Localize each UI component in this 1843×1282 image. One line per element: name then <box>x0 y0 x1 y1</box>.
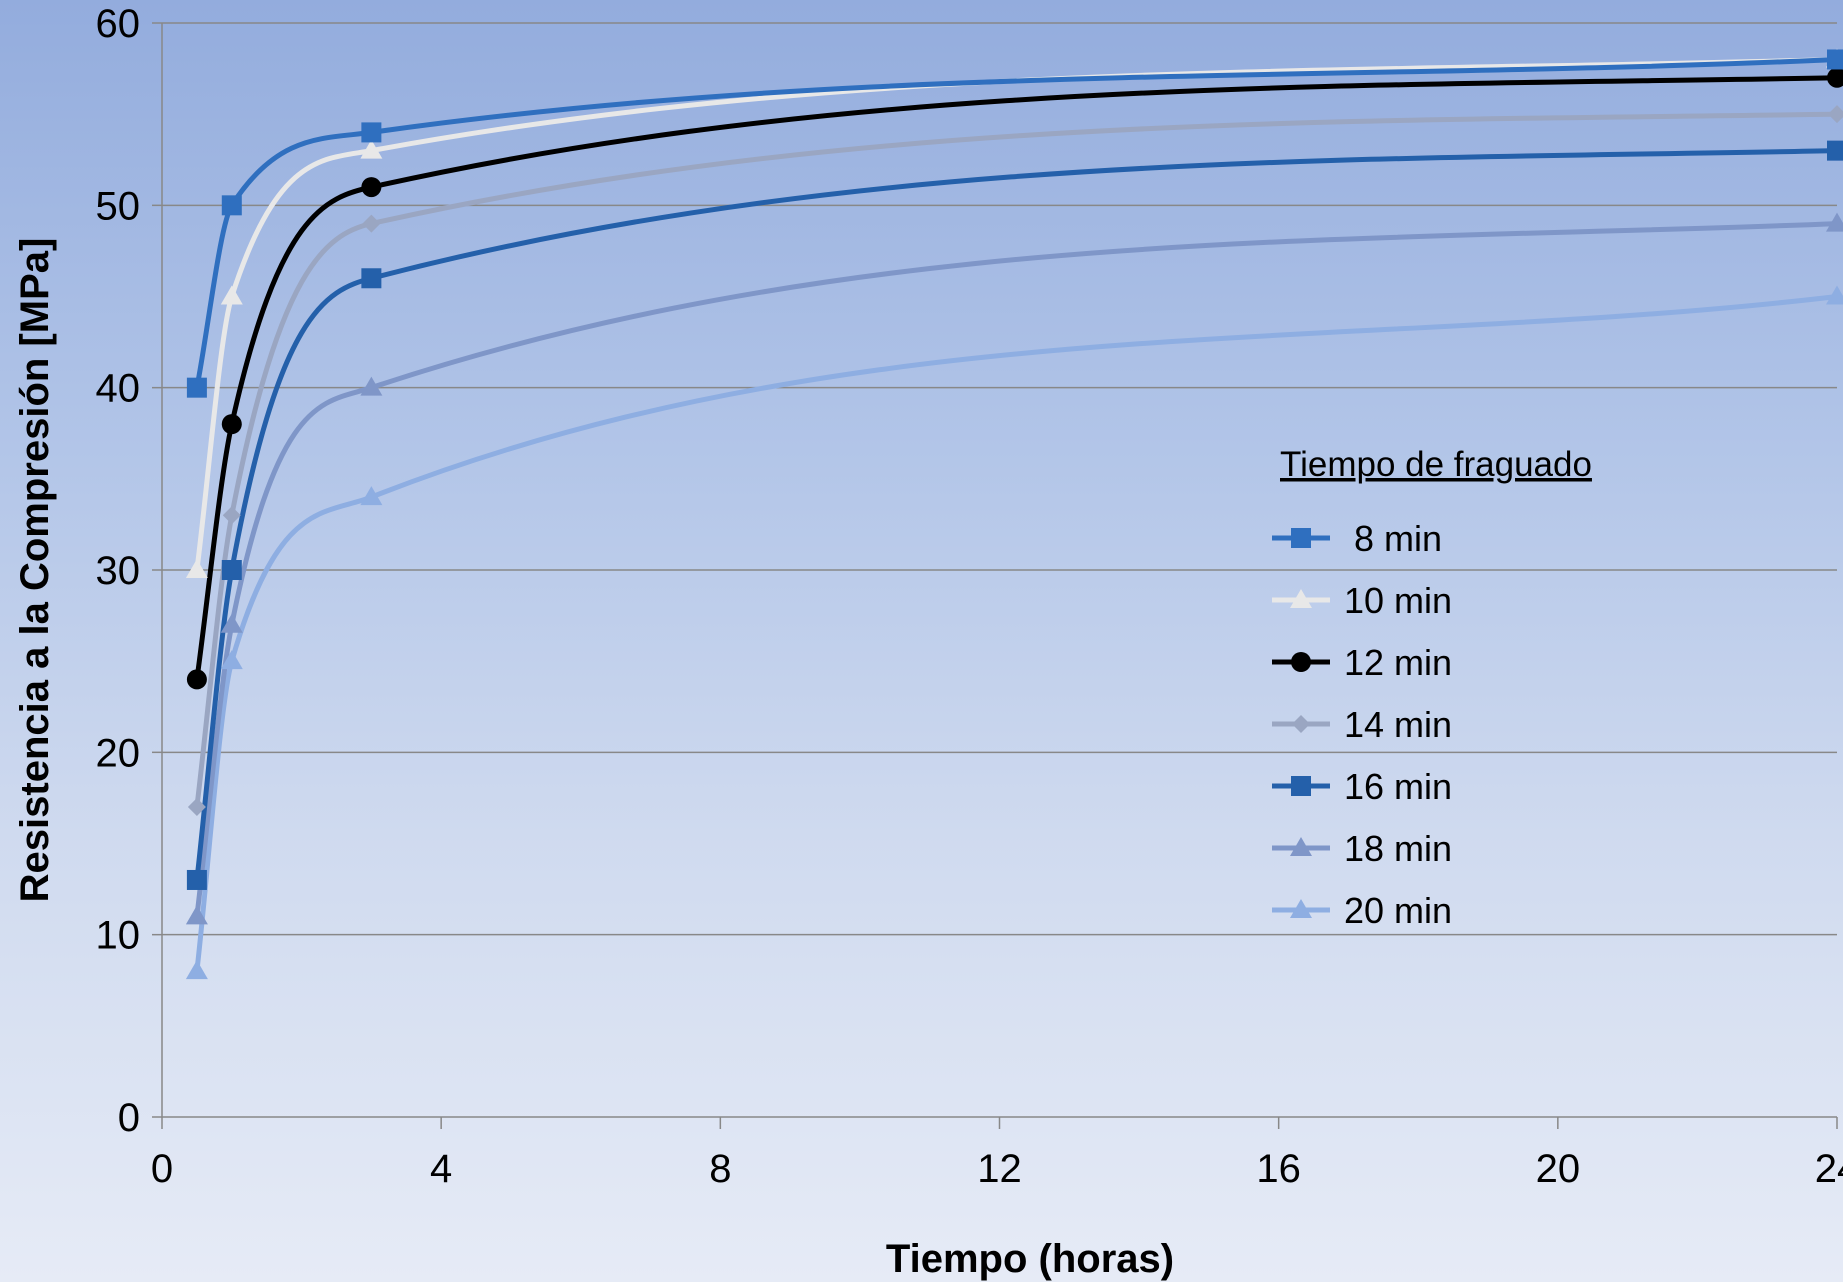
data-point <box>1826 212 1843 232</box>
data-point <box>360 486 383 506</box>
x-tick-label: 24 <box>1815 1147 1843 1191</box>
legend-label: 14 min <box>1344 704 1452 745</box>
series-line <box>194 56 1840 391</box>
x-tick-label: 12 <box>977 1147 1022 1191</box>
axes: 0 10 20 30 40 50 60 0 4 8 12 16 20 24 <box>96 2 1843 1191</box>
data-point <box>1827 67 1843 88</box>
legend-marker <box>1290 837 1312 856</box>
y-tick-label: 30 <box>96 549 141 593</box>
data-point <box>361 268 382 289</box>
legend-label: 20 min <box>1344 890 1452 931</box>
legend-label: 18 min <box>1344 828 1452 869</box>
data-point <box>186 869 207 890</box>
legend-label: 8 min <box>1344 518 1442 559</box>
x-tick-label: 16 <box>1256 1147 1301 1191</box>
data-point <box>220 285 243 305</box>
data-point <box>220 613 243 633</box>
legend-marker <box>1292 715 1310 733</box>
data-point <box>222 506 241 525</box>
y-tick-label: 40 <box>96 367 141 411</box>
y-tick-label: 50 <box>96 184 141 228</box>
data-point <box>220 650 243 670</box>
y-tick-label: 20 <box>96 731 141 775</box>
series-line <box>194 294 1840 974</box>
legend-marker <box>1290 899 1312 918</box>
y-tick-label: 0 <box>118 1096 140 1140</box>
data-point <box>1828 105 1843 124</box>
legend: Tiempo de fraguado 8 min 10 min 12 min 14 m… <box>1272 445 1592 931</box>
legend-marker <box>1290 589 1312 608</box>
data-point <box>186 669 207 690</box>
data-point <box>185 559 208 578</box>
data-point <box>361 122 382 143</box>
data-point <box>1826 285 1843 305</box>
x-axis-title: Tiempo (horas) <box>886 1237 1174 1281</box>
x-tick-label: 0 <box>151 1147 173 1191</box>
legend-marker <box>1291 528 1311 548</box>
data-point <box>221 560 242 580</box>
data-point <box>185 905 208 925</box>
gridlines <box>162 22 1837 1118</box>
y-tick-label: 60 <box>96 2 141 46</box>
data-point <box>187 798 206 817</box>
data-point <box>186 377 207 398</box>
legend-marker <box>1291 652 1311 672</box>
x-tick-label: 20 <box>1536 1147 1581 1191</box>
y-tick-label: 10 <box>96 914 141 958</box>
data-point <box>221 195 242 216</box>
legend-label: 12 min <box>1344 642 1452 683</box>
legend-label: 10 min <box>1344 580 1452 621</box>
legend-title: Tiempo de fraguado <box>1280 445 1592 484</box>
data-point <box>360 376 383 396</box>
data-point <box>361 177 382 198</box>
markers-layer <box>185 48 1843 980</box>
x-tick-label: 4 <box>430 1147 452 1191</box>
x-tick-label: 8 <box>709 1147 731 1191</box>
data-point <box>362 214 381 233</box>
series-line <box>194 56 1840 573</box>
legend-label: 16 min <box>1344 766 1452 807</box>
data-point <box>1827 49 1843 70</box>
data-point <box>185 960 208 980</box>
y-axis-title: Resistencia a la Compresión [MPa] <box>13 238 57 903</box>
series-line <box>194 75 1840 682</box>
data-point <box>360 139 383 159</box>
data-point <box>1827 140 1843 161</box>
legend-marker <box>1291 776 1311 796</box>
data-point <box>221 414 242 435</box>
series-layer <box>194 56 1840 974</box>
